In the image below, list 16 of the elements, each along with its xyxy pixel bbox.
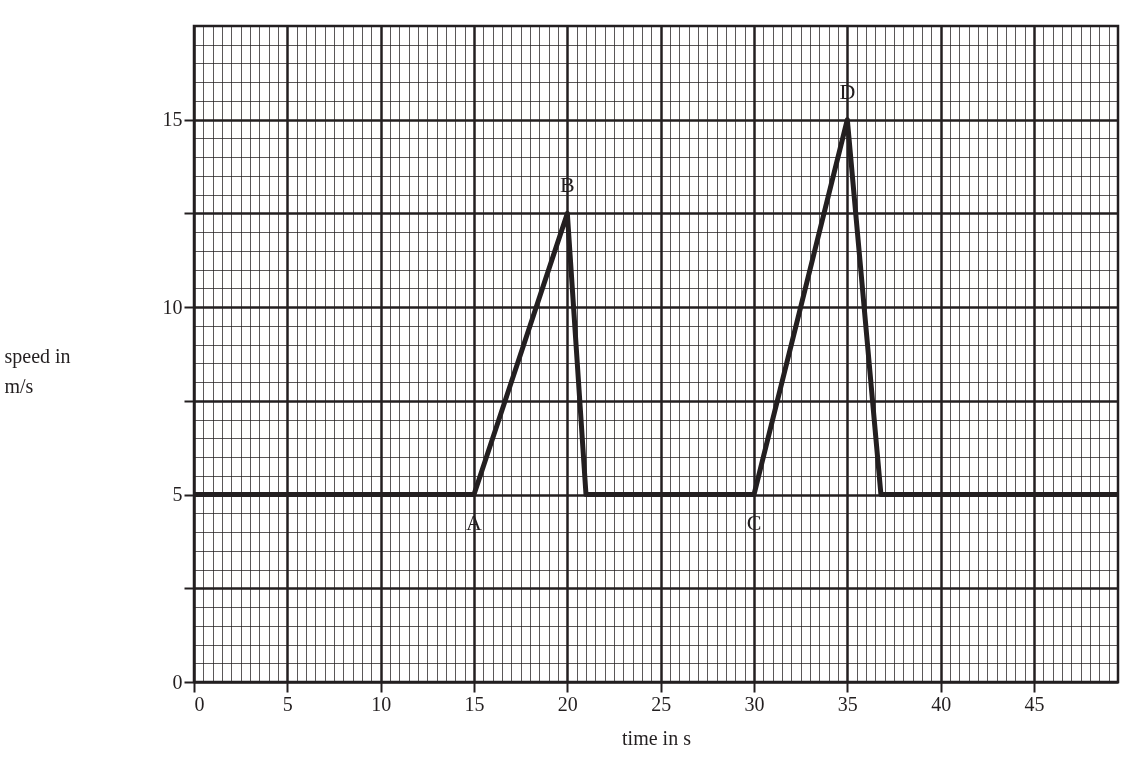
- x-tick-label: 5: [282, 692, 293, 715]
- x-tick-label: 0: [194, 692, 205, 715]
- x-tick-label: 10: [371, 692, 392, 715]
- y-axis-title: speed in m/s: [4, 344, 71, 397]
- x-tick-label: 45: [1024, 692, 1045, 715]
- x-tick-label: 20: [557, 692, 578, 715]
- x-tick-label: 40: [931, 692, 952, 715]
- x-tick-label: 35: [837, 692, 858, 715]
- x-tick-label: 15: [464, 692, 485, 715]
- x-tick-label: 25: [651, 692, 672, 715]
- y-tick-label: 0: [172, 670, 183, 693]
- x-tick-label: 30: [744, 692, 765, 715]
- y-tick-label: 15: [162, 108, 183, 131]
- y-tick-label: 5: [172, 483, 183, 506]
- x-axis-title: time in s: [622, 726, 692, 749]
- y-tick-label: 10: [162, 295, 183, 318]
